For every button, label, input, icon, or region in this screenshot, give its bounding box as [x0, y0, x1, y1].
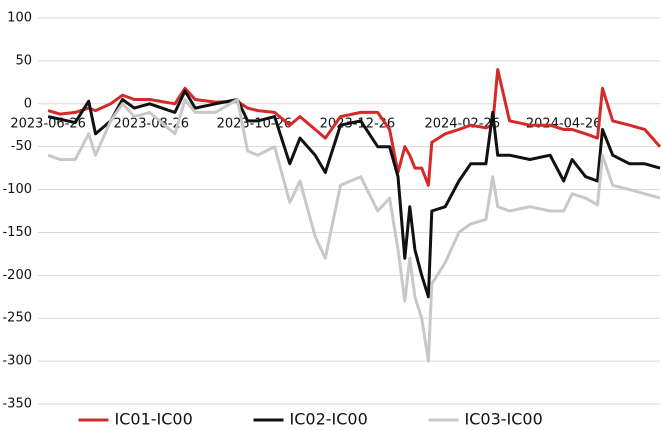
y-tick-label: -250 [2, 311, 32, 326]
legend: IC01-IC00 IC02-IC00 IC03-IC00 [78, 410, 543, 429]
series-line [47, 98, 661, 363]
y-tick-label: 50 [15, 53, 32, 68]
x-tick-label: 2024-04-26 [526, 116, 602, 131]
y-tick-label: -150 [2, 225, 32, 240]
y-tick-label: -350 [2, 397, 32, 412]
series-line [47, 68, 662, 187]
y-tick-label: 100 [7, 11, 32, 26]
y-tick-label: -100 [2, 182, 32, 197]
y-tick-label: -200 [2, 268, 32, 283]
legend-label: IC03-IC00 [465, 410, 543, 429]
y-tick-label: -300 [2, 354, 32, 369]
legend-label: IC01-IC00 [115, 410, 193, 429]
y-tick-label: 0 [24, 96, 32, 111]
legend-label: IC02-IC00 [290, 410, 368, 429]
series-line [47, 89, 661, 299]
x-tick-label: 2023-10-26 [217, 116, 293, 131]
y-tick-label: -50 [11, 139, 32, 154]
x-tick-label: 2023-08-26 [113, 116, 189, 131]
